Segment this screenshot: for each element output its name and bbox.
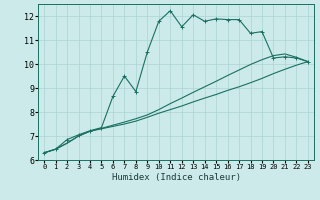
X-axis label: Humidex (Indice chaleur): Humidex (Indice chaleur): [111, 173, 241, 182]
